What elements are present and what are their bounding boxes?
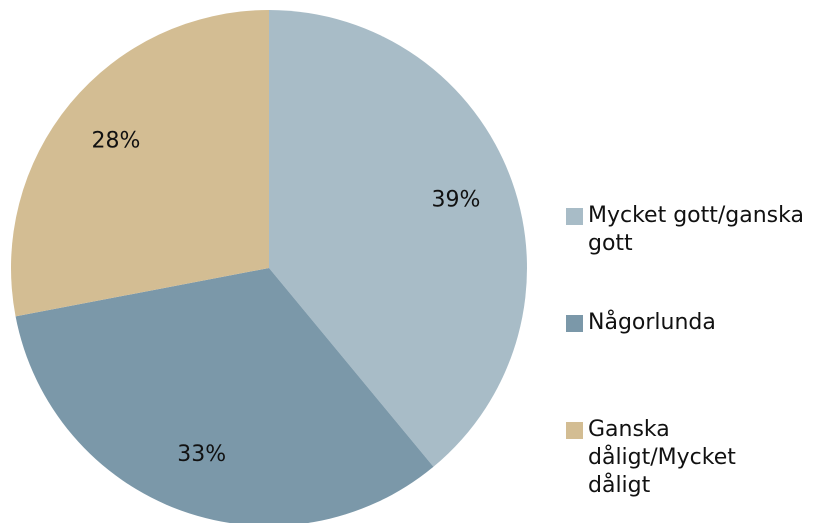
pie-slice	[15, 268, 434, 523]
value-label: 39%	[431, 188, 480, 213]
legend-swatch	[566, 422, 583, 439]
legend-item: Ganska dåligt/Mycket dåligt	[566, 416, 753, 500]
pie: 39% 33% 28%	[10, 10, 528, 523]
legend-label: Någorlunda	[588, 310, 716, 335]
legend-label: Mycket gott/ganska gott	[588, 203, 804, 256]
legend-label: Ganska dåligt/Mycket dåligt	[588, 417, 736, 498]
pie-slice	[10, 10, 269, 317]
legend-item: Någorlunda	[566, 309, 813, 337]
pie-slice	[269, 10, 528, 467]
value-label: 28%	[91, 128, 140, 153]
legend-swatch	[566, 208, 583, 225]
legend-swatch	[566, 315, 583, 332]
legend-item: Mycket gott/ganska gott	[566, 202, 813, 258]
value-label: 33%	[177, 442, 226, 467]
